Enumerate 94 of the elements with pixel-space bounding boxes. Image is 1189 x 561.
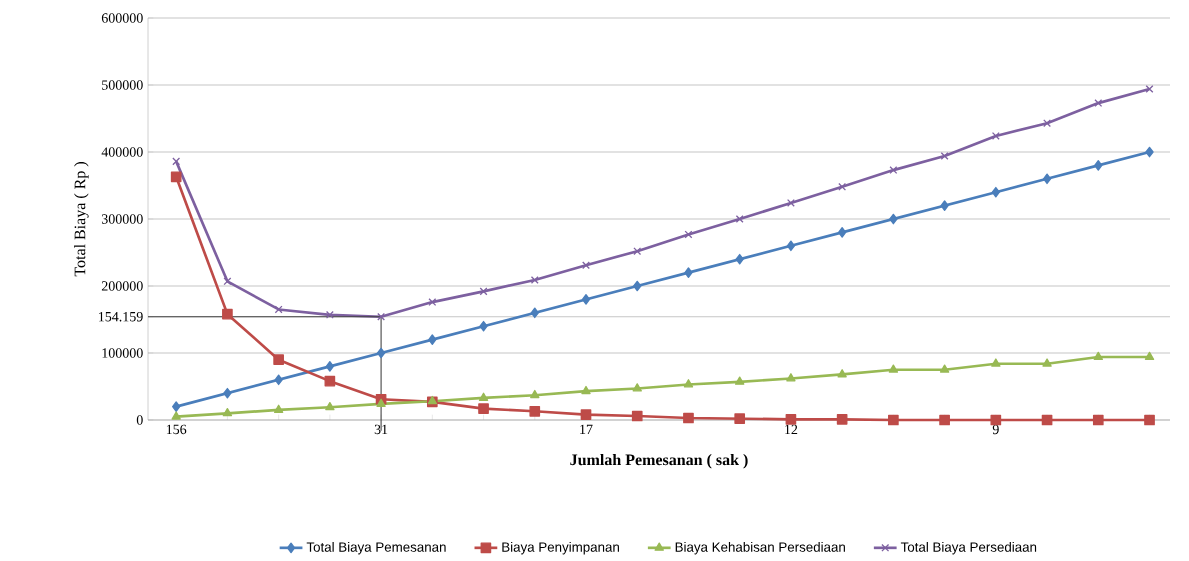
x-tick-label: 31 xyxy=(374,424,388,435)
point xyxy=(582,261,590,270)
point xyxy=(735,215,744,223)
point xyxy=(274,374,283,386)
point xyxy=(580,409,592,420)
point xyxy=(991,186,1000,198)
point xyxy=(1145,85,1154,93)
y-tick-label: 300000 xyxy=(101,214,143,224)
point xyxy=(377,312,386,321)
point xyxy=(786,198,795,207)
y-tick-label: 100000 xyxy=(102,348,143,358)
point xyxy=(735,253,744,265)
point xyxy=(222,407,233,417)
point xyxy=(325,401,335,411)
point xyxy=(529,405,541,417)
point xyxy=(1093,351,1103,361)
point xyxy=(991,358,1001,367)
point xyxy=(734,413,746,424)
legend-label: Biaya Kehabisan Persediaan xyxy=(675,542,845,555)
y-tick-label: 154.159 xyxy=(99,311,143,322)
point xyxy=(376,398,386,407)
point xyxy=(1092,414,1104,426)
point xyxy=(1043,119,1052,128)
point xyxy=(631,410,643,422)
y-tick-label: 600000 xyxy=(101,13,143,23)
point xyxy=(939,364,950,373)
point xyxy=(274,305,283,314)
point xyxy=(530,389,540,399)
point xyxy=(479,287,488,296)
point xyxy=(325,310,334,319)
point xyxy=(633,247,642,256)
point xyxy=(837,369,847,378)
x-tick-label: 17 xyxy=(580,424,593,434)
point xyxy=(889,166,898,175)
point xyxy=(785,413,797,425)
point xyxy=(325,361,335,372)
point xyxy=(786,240,796,252)
point xyxy=(273,354,284,366)
point xyxy=(1042,358,1052,367)
x-axis-title: Jumlah Pemesanan ( sak ) xyxy=(570,453,748,469)
point xyxy=(991,131,1000,140)
point xyxy=(581,385,591,395)
point xyxy=(172,157,181,166)
y-tick-label: 0 xyxy=(136,415,143,425)
x-tick-label: 12 xyxy=(785,424,798,434)
point xyxy=(273,404,284,413)
point xyxy=(836,413,848,425)
point xyxy=(222,308,233,320)
point xyxy=(478,392,489,401)
point xyxy=(376,347,386,359)
point xyxy=(581,294,591,305)
point xyxy=(1145,146,1154,158)
point xyxy=(990,414,1002,426)
point xyxy=(837,227,847,238)
point xyxy=(1042,173,1052,185)
point xyxy=(171,411,181,420)
point xyxy=(1094,99,1103,108)
point xyxy=(530,307,539,319)
y-tick-label: 500000 xyxy=(102,80,143,90)
point xyxy=(428,298,437,307)
point xyxy=(479,320,488,332)
point xyxy=(172,401,181,412)
point xyxy=(684,267,693,278)
legend-label: Total Biaya Pemesanan xyxy=(306,542,446,555)
point xyxy=(786,373,796,382)
point xyxy=(888,364,899,373)
point xyxy=(633,280,642,292)
point xyxy=(1144,414,1155,426)
y-tick-label: 400000 xyxy=(101,147,143,157)
point xyxy=(940,200,949,211)
x-tick-label: 156 xyxy=(166,424,187,435)
point xyxy=(530,276,539,284)
x-tick-label: 9 xyxy=(992,424,999,435)
point xyxy=(632,383,642,392)
point xyxy=(838,182,847,191)
point xyxy=(888,414,899,426)
point xyxy=(684,230,693,239)
point xyxy=(428,334,437,345)
point xyxy=(478,403,489,414)
point xyxy=(170,171,182,183)
point xyxy=(889,213,898,225)
point xyxy=(683,379,694,388)
point xyxy=(223,277,232,286)
point xyxy=(734,376,745,385)
point xyxy=(1144,351,1155,361)
legend-label: Total Biaya Persediaan xyxy=(900,542,1037,555)
point xyxy=(939,414,950,426)
y-axis-title: Total Biaya ( Rp ) xyxy=(74,162,89,277)
point xyxy=(223,387,232,399)
point xyxy=(1094,160,1103,171)
point xyxy=(683,412,694,424)
point xyxy=(940,152,949,160)
y-tick-label: 200000 xyxy=(101,281,143,291)
legend-label: Biaya Penyimpanan xyxy=(502,542,619,555)
